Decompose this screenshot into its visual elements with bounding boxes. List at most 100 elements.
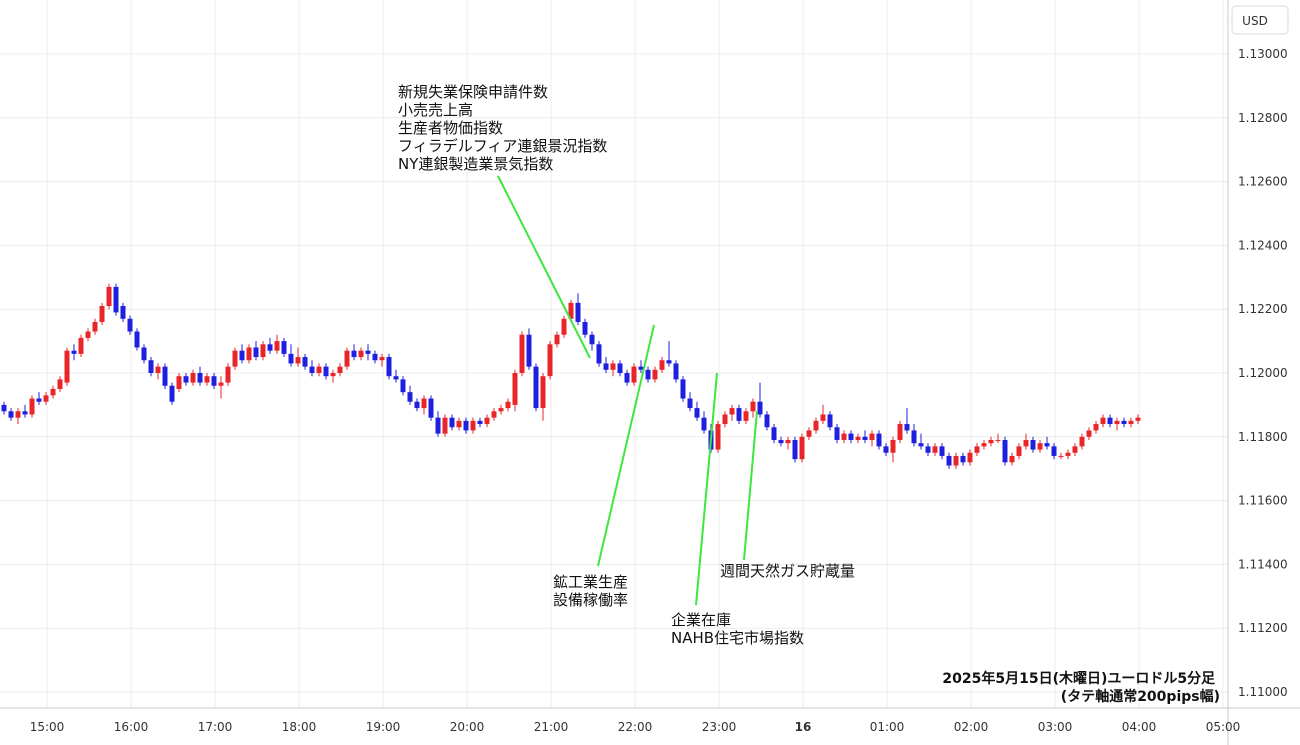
candle — [1121, 417, 1127, 428]
candle — [169, 382, 175, 405]
candle — [757, 382, 763, 418]
candle — [365, 344, 371, 361]
candle — [239, 344, 245, 364]
candle-body — [155, 366, 161, 373]
candle — [1065, 449, 1071, 460]
candle — [435, 411, 441, 437]
candle-body — [995, 439, 1001, 441]
candle — [43, 392, 49, 405]
candle — [1114, 417, 1120, 431]
candle-body — [631, 366, 637, 383]
candle — [155, 363, 161, 380]
candle-body — [71, 350, 77, 354]
candle — [190, 369, 196, 386]
candle — [204, 373, 210, 386]
candle-body — [274, 341, 280, 351]
candle-body — [407, 392, 413, 402]
candle — [883, 443, 889, 456]
candle-body — [442, 417, 448, 434]
candle — [71, 344, 77, 361]
candle-body — [1114, 420, 1120, 425]
candle-body — [1051, 446, 1057, 456]
candle-body — [197, 373, 203, 383]
candle — [288, 344, 294, 367]
candle — [379, 353, 385, 367]
candle-body — [561, 318, 567, 335]
candle-body — [414, 401, 420, 409]
candle-body — [1072, 446, 1078, 453]
candle — [1002, 436, 1008, 466]
candle — [57, 376, 63, 393]
candle — [134, 328, 140, 351]
candle-body — [169, 385, 175, 402]
candle-body — [127, 318, 133, 332]
candle-body — [967, 452, 973, 463]
candle-body — [43, 395, 49, 402]
candle-body — [1135, 417, 1141, 421]
candle — [197, 366, 203, 386]
candle — [253, 341, 259, 361]
candle-body — [722, 414, 728, 425]
candle-body — [540, 376, 546, 409]
candle — [428, 395, 434, 421]
candle-body — [85, 331, 91, 338]
candle-body — [351, 350, 357, 358]
candle — [162, 363, 168, 389]
candle-body — [1002, 439, 1008, 463]
candle-body — [225, 366, 231, 383]
candle — [897, 420, 903, 444]
candle — [701, 411, 707, 434]
candle-body — [64, 350, 70, 383]
candle — [407, 385, 413, 405]
candle — [967, 449, 973, 466]
candle — [141, 344, 147, 364]
candle — [113, 283, 119, 316]
candle — [946, 452, 952, 469]
currency-label: USD — [1242, 14, 1268, 28]
candle — [918, 433, 924, 450]
candle — [680, 376, 686, 402]
candle — [176, 373, 182, 393]
candle — [652, 366, 658, 383]
candle — [1051, 443, 1057, 460]
candle-body — [981, 443, 987, 447]
candle — [463, 417, 469, 434]
candle-body — [932, 446, 938, 453]
candle — [106, 283, 112, 310]
candle — [281, 337, 287, 358]
candle — [750, 398, 756, 418]
candle-body — [295, 357, 301, 364]
candle — [372, 350, 378, 364]
candle-body — [673, 363, 679, 380]
candle — [603, 357, 609, 373]
candle-body — [344, 350, 350, 367]
currency-badge — [1231, 5, 1289, 35]
candle — [148, 357, 154, 377]
price-axis: 1.13000 1.12800 1.12600 1.12400 1.12200 1.120… — [1227, 0, 1288, 745]
candle — [267, 337, 273, 354]
candle — [470, 417, 476, 434]
candle-body — [162, 366, 168, 386]
candle — [484, 414, 490, 428]
candle-body — [666, 360, 672, 364]
candle — [953, 452, 959, 469]
candle — [92, 318, 98, 335]
candle-body — [736, 408, 742, 421]
candle — [876, 430, 882, 450]
candle-body — [848, 433, 854, 440]
candle-body — [484, 417, 490, 425]
x-tick-label: 05:00 — [1206, 720, 1241, 734]
candle — [414, 398, 420, 412]
candle-body — [36, 398, 42, 402]
annotation-inventories: 企業在庫 NAHB住宅市場指数 — [671, 611, 804, 647]
x-tick-label: 23:00 — [702, 720, 737, 734]
candle — [610, 360, 616, 377]
candle — [400, 376, 406, 396]
candle-body — [267, 344, 273, 351]
candle — [813, 417, 819, 434]
candle-body — [15, 411, 21, 418]
candle-body — [869, 433, 875, 440]
candle-body — [435, 417, 441, 434]
candle — [309, 360, 315, 377]
